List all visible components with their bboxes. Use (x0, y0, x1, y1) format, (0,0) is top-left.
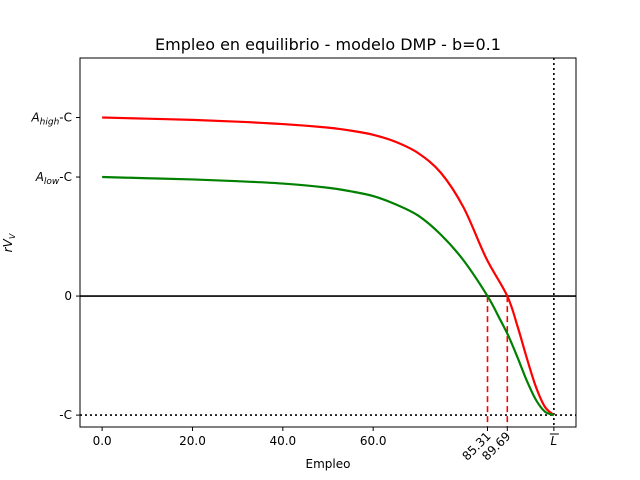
chart-title: Empleo en equilibrio - modelo DMP - b=0.… (155, 35, 501, 54)
plot-area (79, 57, 577, 428)
x-tick-label: 0.0 (93, 434, 112, 448)
series-line (102, 116, 555, 416)
y-axis-label-main: rV (1, 238, 15, 252)
y-tick-label-main: A (30, 111, 39, 125)
x-tick-label: L (551, 434, 558, 448)
y-tick-label-main: -C (59, 408, 72, 422)
y-tick-label-subscript: low (44, 177, 60, 187)
y-tick-label: Alow-C (35, 170, 72, 187)
y-tick-label-suffix: -C (59, 111, 72, 125)
x-tick-label: 60.0 (360, 434, 387, 448)
x-tick-label: 20.0 (179, 434, 206, 448)
axes-frame (79, 57, 577, 428)
y-tick-label-subscript: high (40, 118, 60, 128)
y-tick-label: 0 (64, 289, 72, 303)
y-tick-label-main: A (35, 170, 44, 184)
y-axis-label: rVV (1, 233, 17, 252)
x-axis-label: Empleo (306, 457, 351, 471)
y-tick-label-suffix: -C (59, 170, 72, 184)
y-tick-label-main: 0 (64, 289, 72, 303)
y-axis-label-subscript: V (8, 233, 17, 239)
series-line (102, 175, 555, 417)
y-tick-label: -C (59, 408, 72, 422)
reference-lines (80, 58, 576, 427)
x-tick-label: 40.0 (269, 434, 296, 448)
series-layer (102, 116, 555, 417)
y-tick-label: Ahigh-C (30, 111, 72, 128)
